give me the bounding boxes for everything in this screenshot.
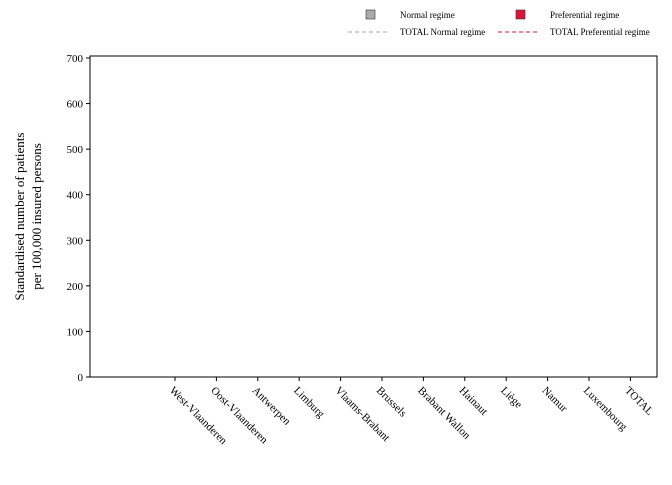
x-tick-label: Hainaut — [457, 385, 490, 418]
y-tick-label: 600 — [67, 99, 84, 111]
legend-label: Preferential regime — [550, 10, 619, 20]
y-tick-label: 100 — [67, 326, 84, 338]
legend-label: Normal regime — [400, 10, 455, 20]
x-tick-label: Brussels — [374, 385, 409, 420]
y-tick-label: 0 — [78, 372, 84, 384]
y-tick-label: 400 — [67, 190, 84, 202]
y-axis-label-line: per 100,000 insured persons — [29, 143, 44, 290]
y-axis-label-line: Standardised number of patients — [12, 133, 27, 301]
legend-swatch-preferential — [515, 9, 526, 20]
y-tick-label: 300 — [67, 235, 84, 247]
legend-swatch-normal — [365, 9, 376, 20]
legend: Normal regime Preferential regime TOTAL No… — [348, 9, 650, 37]
y-tick-label: 200 — [67, 281, 84, 293]
x-tick-label: Antwerpen — [250, 385, 293, 428]
legend-label: TOTAL Preferential regime — [550, 27, 650, 37]
x-tick-label: Liège — [498, 385, 524, 411]
axes: 0 100 200 300 400 500 600 700 Standardised numbe… — [12, 53, 658, 447]
legend-label: TOTAL Normal regime — [400, 27, 485, 37]
x-tick-label: TOTAL — [622, 385, 655, 418]
plot-frame — [89, 55, 658, 378]
x-tick-label: Limburg — [291, 385, 327, 421]
y-tick-label: 500 — [67, 144, 84, 156]
x-tick-label: Namur — [539, 385, 569, 415]
y-tick-label: 700 — [67, 53, 84, 65]
